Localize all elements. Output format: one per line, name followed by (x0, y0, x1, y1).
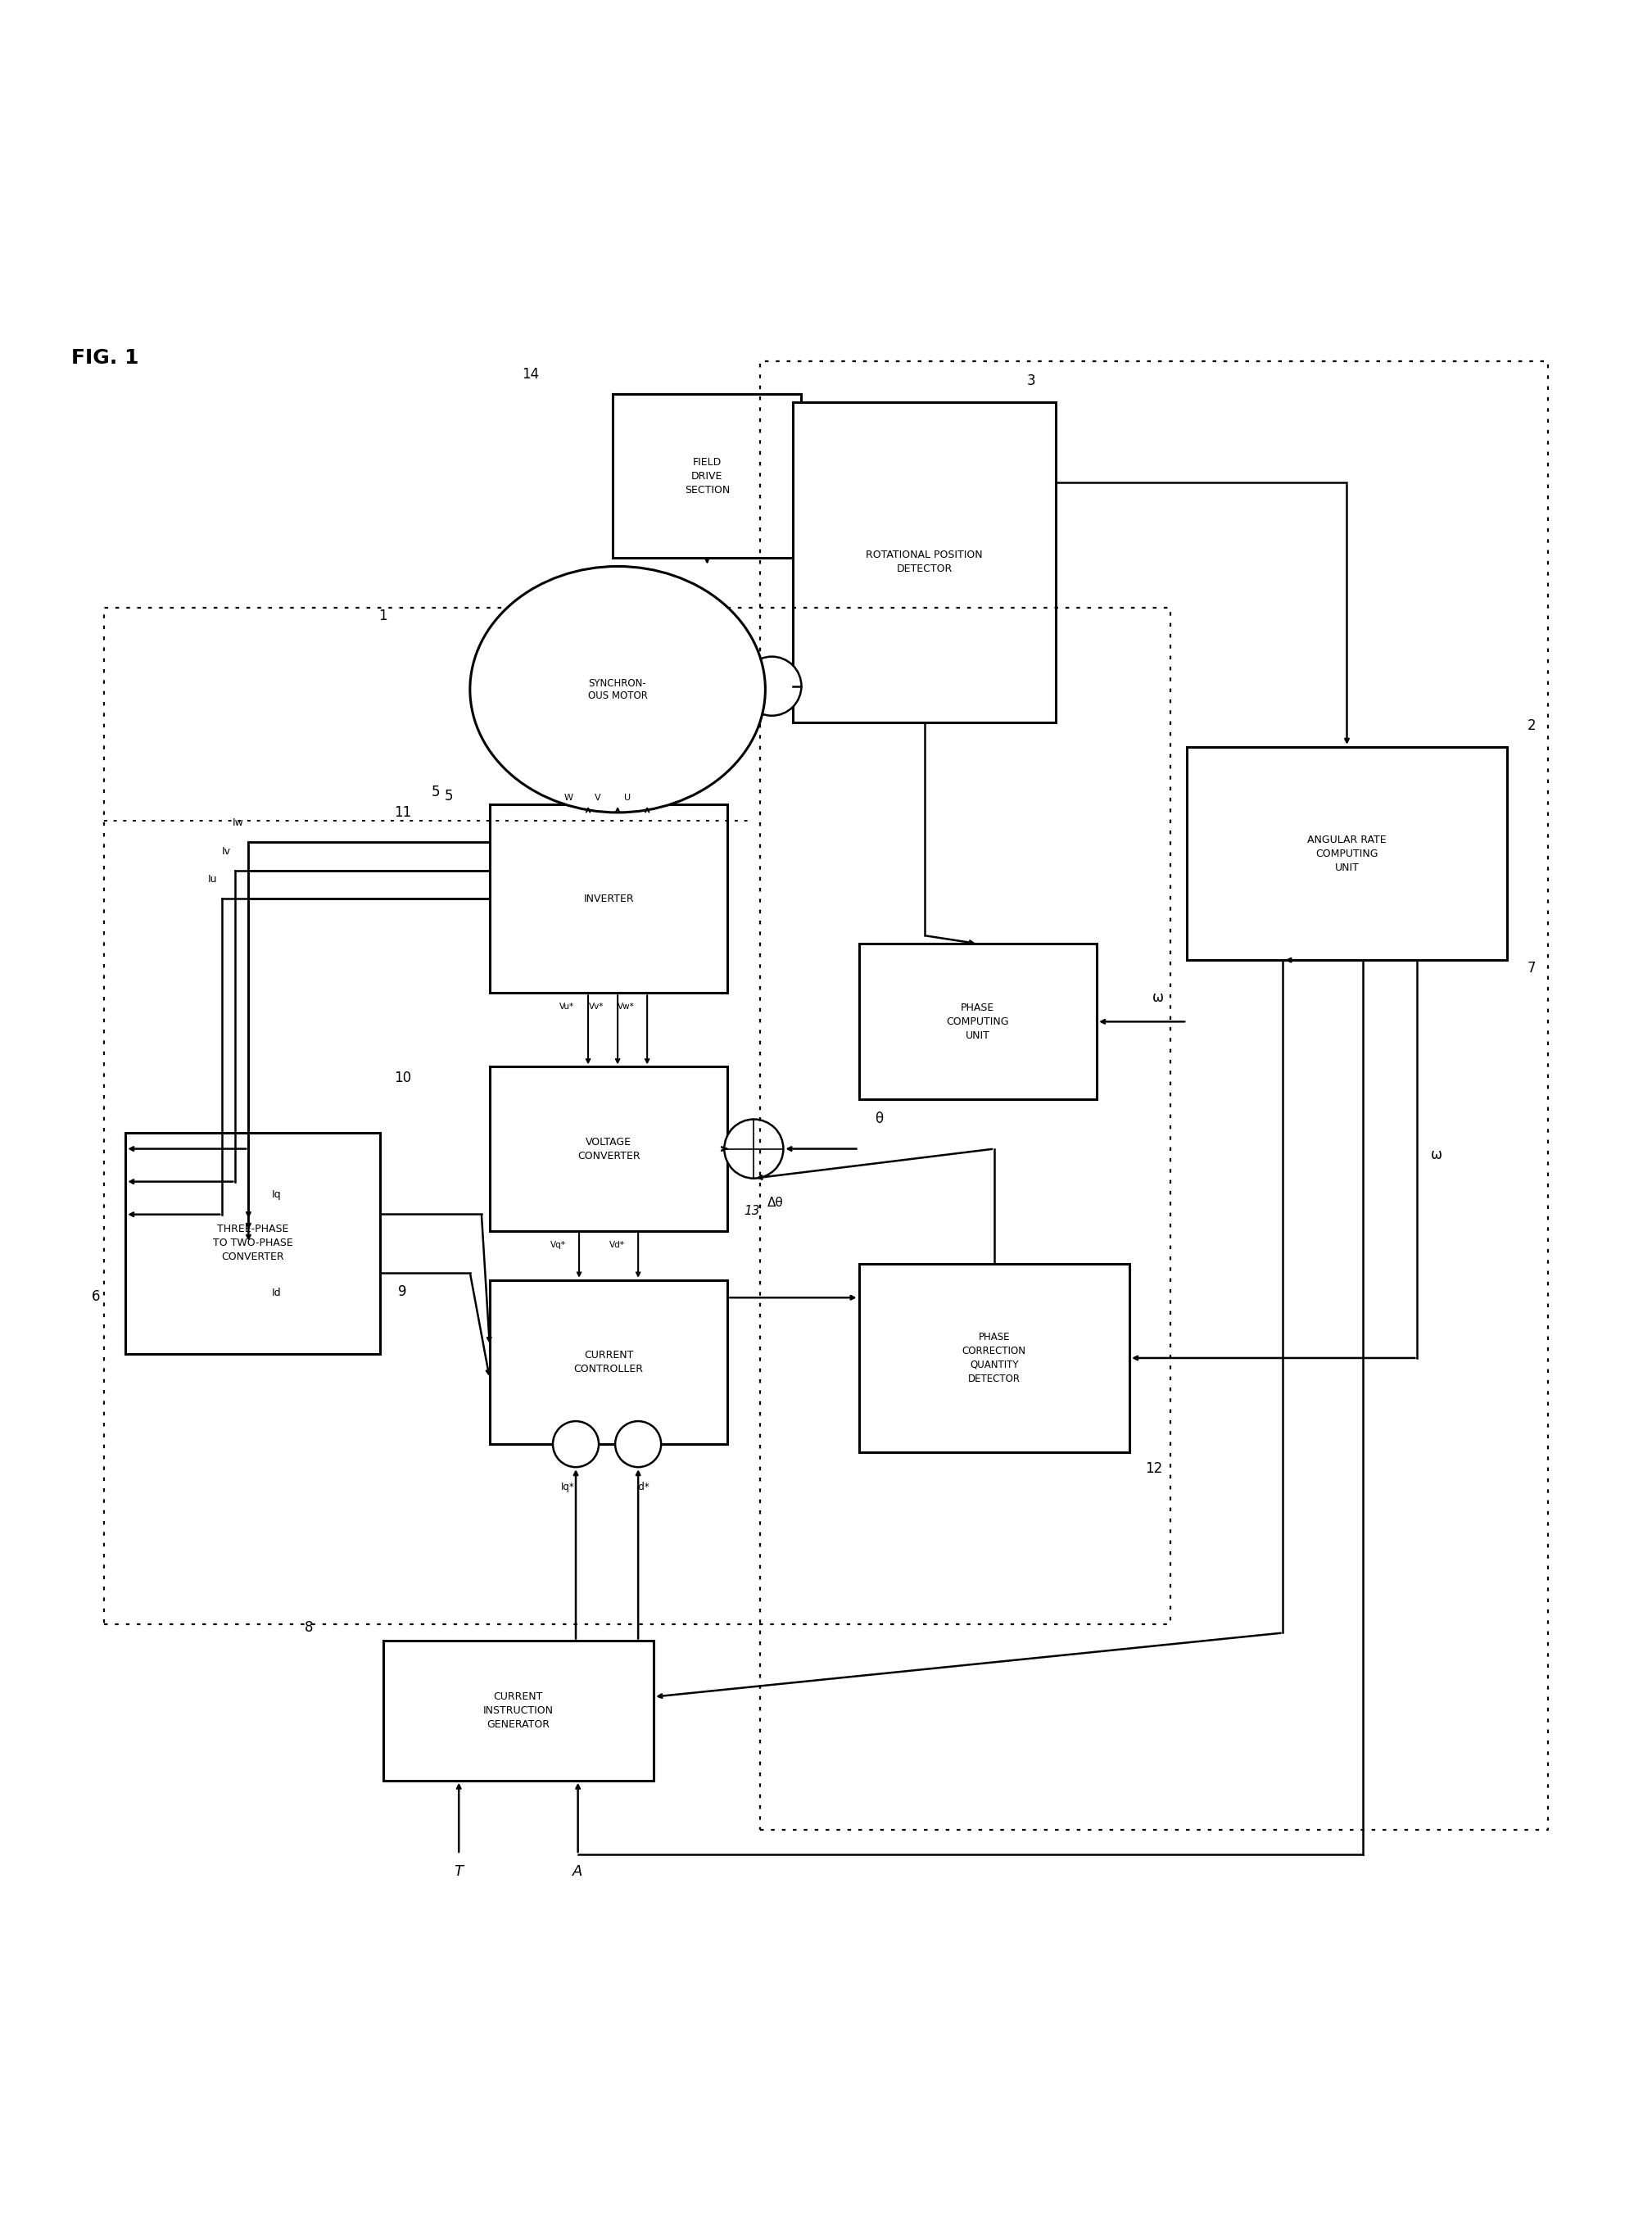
Text: VOLTAGE
CONVERTER: VOLTAGE CONVERTER (577, 1136, 639, 1161)
Text: 5: 5 (444, 788, 453, 804)
Bar (383, 1641, 654, 1781)
Text: 5: 5 (431, 786, 439, 799)
Text: Id*: Id* (636, 1482, 649, 1493)
Text: θ: θ (876, 1112, 884, 1125)
Text: 7: 7 (1526, 962, 1536, 975)
Bar (859, 944, 1097, 1100)
Text: Iq*: Iq* (560, 1482, 575, 1493)
Ellipse shape (469, 567, 765, 812)
Text: T: T (454, 1864, 463, 1879)
Text: U: U (624, 795, 631, 801)
Text: ω: ω (1153, 991, 1165, 1004)
Text: Vw*: Vw* (618, 1002, 634, 1011)
Text: Iq: Iq (273, 1190, 281, 1199)
Text: CURRENT
CONTROLLER: CURRENT CONTROLLER (573, 1350, 643, 1375)
Text: 1: 1 (378, 607, 387, 623)
Text: A: A (573, 1864, 583, 1879)
Text: 6: 6 (91, 1290, 101, 1303)
Text: INVERTER: INVERTER (583, 893, 634, 904)
Text: FIG. 1: FIG. 1 (71, 348, 139, 368)
Text: Vd*: Vd* (610, 1241, 624, 1250)
Text: Iv: Iv (221, 846, 230, 857)
Text: Id: Id (273, 1288, 281, 1299)
Bar (489, 804, 727, 993)
Bar (489, 1281, 727, 1444)
Text: Δθ: Δθ (767, 1196, 783, 1210)
Text: CURRENT
INSTRUCTION
GENERATOR: CURRENT INSTRUCTION GENERATOR (482, 1692, 553, 1730)
Text: PHASE
CORRECTION
QUANTITY
DETECTOR: PHASE CORRECTION QUANTITY DETECTOR (961, 1333, 1026, 1384)
Bar (793, 402, 1056, 723)
Text: 2: 2 (1526, 719, 1536, 732)
Bar (613, 395, 801, 558)
Text: 12: 12 (1145, 1462, 1163, 1475)
Text: 9: 9 (398, 1283, 406, 1299)
Text: 3: 3 (1028, 373, 1036, 388)
Text: THREE-PHASE
TO TWO-PHASE
CONVERTER: THREE-PHASE TO TWO-PHASE CONVERTER (213, 1223, 292, 1263)
Circle shape (615, 1422, 661, 1466)
Text: Iu: Iu (208, 875, 218, 884)
Text: 13: 13 (743, 1205, 760, 1216)
Text: PHASE
COMPUTING
UNIT: PHASE COMPUTING UNIT (947, 1002, 1009, 1040)
Bar (1186, 748, 1507, 960)
Text: 11: 11 (395, 806, 411, 819)
Text: Vq*: Vq* (550, 1241, 565, 1250)
Circle shape (553, 1422, 598, 1466)
Text: Vu*: Vu* (560, 1002, 575, 1011)
Bar (489, 1067, 727, 1230)
Text: Vv*: Vv* (588, 1002, 605, 1011)
Circle shape (724, 1118, 783, 1178)
Text: W: W (563, 795, 573, 801)
Text: SYNCHRON-
OUS MOTOR: SYNCHRON- OUS MOTOR (588, 679, 648, 701)
Circle shape (742, 656, 801, 716)
Text: Iw: Iw (233, 817, 243, 828)
Text: V: V (595, 795, 601, 801)
Text: ROTATIONAL POSITION
DETECTOR: ROTATIONAL POSITION DETECTOR (866, 549, 983, 574)
Text: 10: 10 (395, 1071, 411, 1085)
Text: 8: 8 (306, 1620, 314, 1636)
Text: FIELD
DRIVE
SECTION: FIELD DRIVE SECTION (684, 458, 730, 496)
Text: ANGULAR RATE
COMPUTING
UNIT: ANGULAR RATE COMPUTING UNIT (1307, 835, 1386, 873)
Text: ω: ω (1431, 1147, 1442, 1163)
Bar (126, 1132, 380, 1355)
Text: 14: 14 (522, 366, 539, 382)
Bar (859, 1263, 1130, 1453)
